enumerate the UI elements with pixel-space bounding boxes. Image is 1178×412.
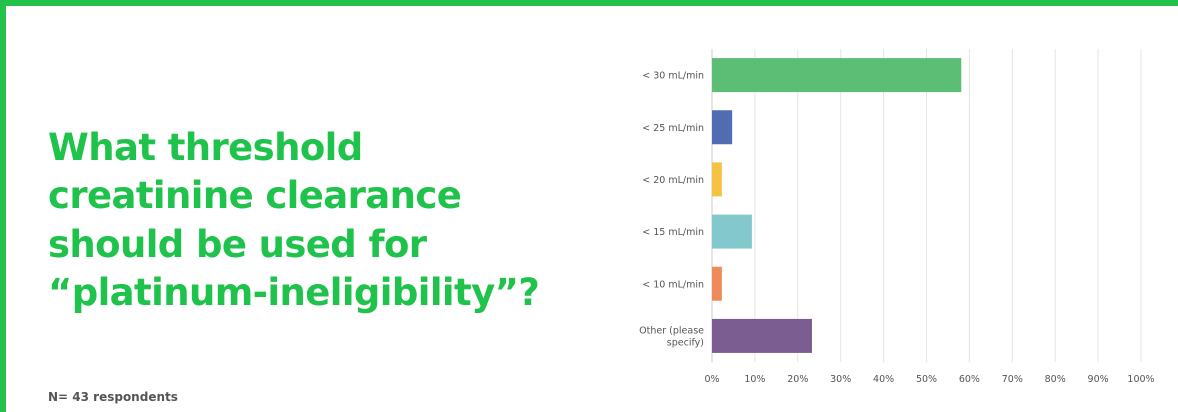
respondent-count: N= 43 respondents: [48, 390, 178, 404]
category-label: < 30 mL/min: [642, 71, 704, 82]
bar: [712, 58, 962, 93]
category-label: < 10 mL/min: [642, 279, 704, 290]
category-label: specify): [667, 337, 704, 348]
bar: [712, 214, 752, 249]
x-tick-label: 20%: [787, 374, 808, 385]
bars: [712, 58, 962, 353]
x-tick-label: 0%: [704, 374, 719, 385]
x-tick-label: 80%: [1045, 374, 1066, 385]
x-tick-labels: 0% 10% 20% 30% 40% 50% 60% 70% 80% 90% 100%: [704, 374, 1154, 385]
bar: [712, 110, 733, 145]
bar-chart: < 30 mL/min < 25 mL/min < 20 mL/min < 15 mL…: [639, 49, 1155, 385]
x-tick-label: 60%: [959, 374, 980, 385]
x-tick-label: 50%: [916, 374, 937, 385]
x-tick-label: 90%: [1088, 374, 1109, 385]
category-label: < 25 mL/min: [642, 123, 704, 134]
question-title: What threshold creatinine clearance shou…: [48, 126, 540, 315]
x-tick-label: 70%: [1002, 374, 1023, 385]
gridlines: [711, 49, 1142, 362]
bar: [712, 266, 722, 301]
category-label: Other (please: [639, 325, 704, 336]
category-label: < 20 mL/min: [642, 175, 704, 186]
bar: [712, 162, 722, 197]
category-labels: < 30 mL/min < 25 mL/min < 20 mL/min < 15 mL…: [639, 71, 704, 349]
x-tick-label: 100%: [1127, 374, 1154, 385]
x-tick-label: 10%: [744, 374, 765, 385]
x-tick-label: 30%: [830, 374, 851, 385]
bar: [712, 318, 812, 353]
x-tick-label: 40%: [873, 374, 894, 385]
category-label: < 15 mL/min: [642, 227, 704, 238]
